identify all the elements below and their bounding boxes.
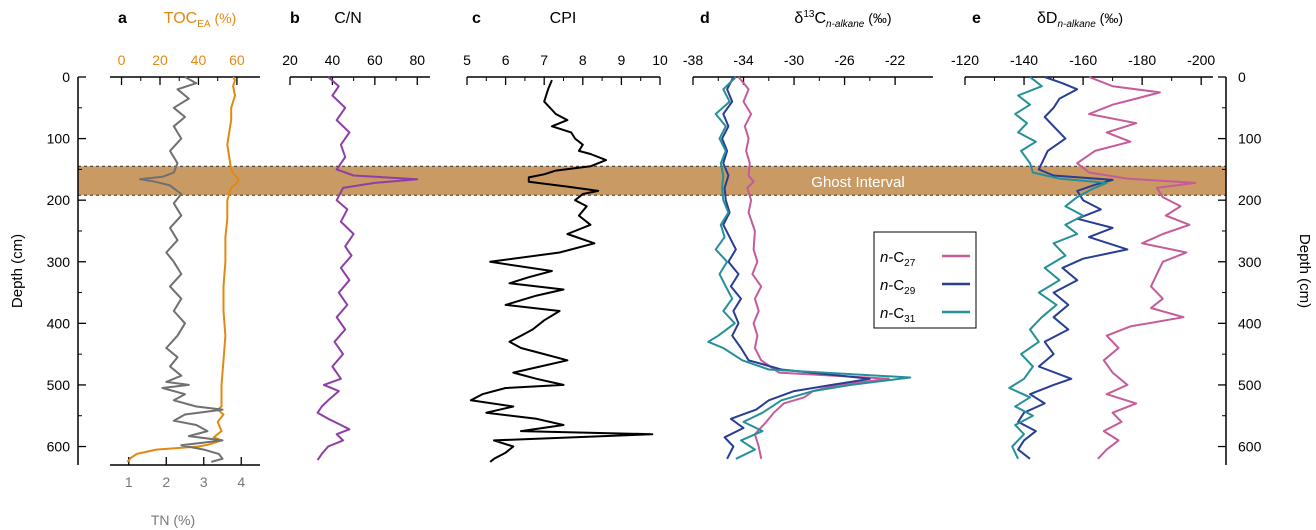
bottom-axis-title: TN (%) — [151, 512, 195, 528]
top-axis-tick-label: -38 — [683, 52, 703, 68]
ghost-interval-band: Ghost Interval — [78, 165, 1226, 196]
top-axis-tick-label: 60 — [367, 52, 383, 68]
series-line-tn — [139, 76, 224, 463]
top-axis-tick-label: -200 — [1187, 52, 1215, 68]
panel-title: CPI — [550, 10, 577, 27]
panel-b: 20 40 60 80 b C/N — [282, 10, 430, 461]
panel-c: 5 6 7 8 9 10 c CPI — [463, 10, 668, 463]
panel-letter: d — [700, 10, 710, 27]
panel-d: -38 -34 -30 -26 -22 d δ13Cn-alkane (‰) — [683, 9, 933, 460]
top-axis-tick-label: -22 — [885, 52, 905, 68]
top-axis-tick-label: -34 — [733, 52, 753, 68]
series-line-n-c31 — [707, 76, 912, 460]
depth-tick-label: 500 — [47, 377, 71, 393]
top-axis-tick-label: 9 — [618, 52, 626, 68]
series-line-toc — [126, 76, 240, 463]
series-line-n-c29 — [1017, 76, 1129, 460]
depth-tick-label: 200 — [1238, 192, 1262, 208]
depth-tick-label: 400 — [47, 315, 71, 331]
depth-tick-label: 0 — [62, 69, 70, 85]
panel-title: C/N — [334, 10, 362, 27]
depth-tick-label: 100 — [47, 131, 71, 147]
left-depth-axis: 0 100 200 300 400 500 600 Depth (cm) — [9, 69, 86, 465]
panel-letter: c — [472, 10, 481, 27]
top-axis-tick-label: 7 — [540, 52, 548, 68]
depth-axis-title: Depth (cm) — [1296, 234, 1313, 308]
top-axis-tick-label: 20 — [282, 52, 298, 68]
series-line-n-c31 — [1008, 76, 1108, 460]
depth-tick-label: 600 — [47, 439, 71, 455]
panel-a: 0 20 40 60 a TOCEA (%) 1 2 3 4 TN (%) — [110, 10, 260, 528]
legend-label: n-C27 — [880, 249, 916, 269]
top-axis-tick-label: 20 — [152, 52, 168, 68]
series-line-cn — [316, 76, 419, 461]
legend-label: n-C29 — [880, 277, 916, 297]
panel-title: δDn-alkane (‰) — [1037, 10, 1123, 30]
panels: 0 20 40 60 a TOCEA (%) 1 2 3 4 TN (%) 20 40 60 80 b C/N 5… — [110, 9, 1215, 528]
depth-tick-label: 600 — [1238, 439, 1262, 455]
series-line-n-c27 — [737, 76, 890, 459]
top-axis-tick-label: 10 — [652, 52, 668, 68]
top-axis-tick-label: -30 — [784, 52, 804, 68]
panel-e: -120 -140 -160 -180 -200 e δDn-alkane (‰) — [951, 10, 1215, 460]
panel-letter: b — [290, 10, 300, 27]
top-axis-tick-label: 80 — [409, 52, 425, 68]
ghost-interval-fill — [78, 166, 1226, 196]
top-axis-tick-label: 40 — [191, 52, 207, 68]
bottom-axis-tick-label: 4 — [237, 474, 245, 490]
bottom-axis-tick-label: 1 — [125, 474, 133, 490]
bottom-axis-tick-label: 3 — [200, 474, 208, 490]
panel-letter: a — [118, 10, 127, 27]
depth-tick-label: 200 — [47, 192, 71, 208]
depth-tick-label: 500 — [1238, 377, 1262, 393]
depth-tick-label: 0 — [1238, 69, 1246, 85]
depth-tick-label: 300 — [47, 254, 71, 270]
depth-axis-title: Depth (cm) — [9, 234, 26, 308]
ghost-interval-label: Ghost Interval — [811, 174, 904, 191]
top-axis-tick-label: -180 — [1128, 52, 1156, 68]
legend: n-C27 n-C29 n-C31 — [873, 231, 977, 329]
depth-tick-label: 100 — [1238, 131, 1262, 147]
legend-label: n-C31 — [880, 305, 916, 325]
top-axis-tick-label: -26 — [834, 52, 854, 68]
top-axis-tick-label: -140 — [1010, 52, 1038, 68]
top-axis-tick-label: 6 — [502, 52, 510, 68]
series-line-cpi — [469, 79, 654, 463]
top-axis-tick-label: 60 — [229, 52, 245, 68]
right-depth-axis: 0 100 200 300 400 500 600 Depth (cm) — [1218, 69, 1313, 465]
panel-letter: e — [972, 10, 981, 27]
top-axis-tick-label: 40 — [325, 52, 341, 68]
top-axis-tick-label: 0 — [118, 52, 126, 68]
panel-title: TOCEA (%) — [164, 10, 237, 30]
depth-tick-label: 400 — [1238, 315, 1262, 331]
top-axis-tick-label: 5 — [463, 52, 471, 68]
series-line-n-c27 — [1076, 76, 1197, 460]
panel-title: δ13Cn-alkane (‰) — [794, 9, 891, 30]
top-axis-tick-label: 8 — [579, 52, 587, 68]
bottom-axis-tick-label: 2 — [162, 474, 170, 490]
top-axis-tick-label: -120 — [951, 52, 979, 68]
depth-tick-label: 300 — [1238, 254, 1262, 270]
series-line-n-c29 — [721, 76, 871, 460]
top-axis-tick-label: -160 — [1069, 52, 1097, 68]
